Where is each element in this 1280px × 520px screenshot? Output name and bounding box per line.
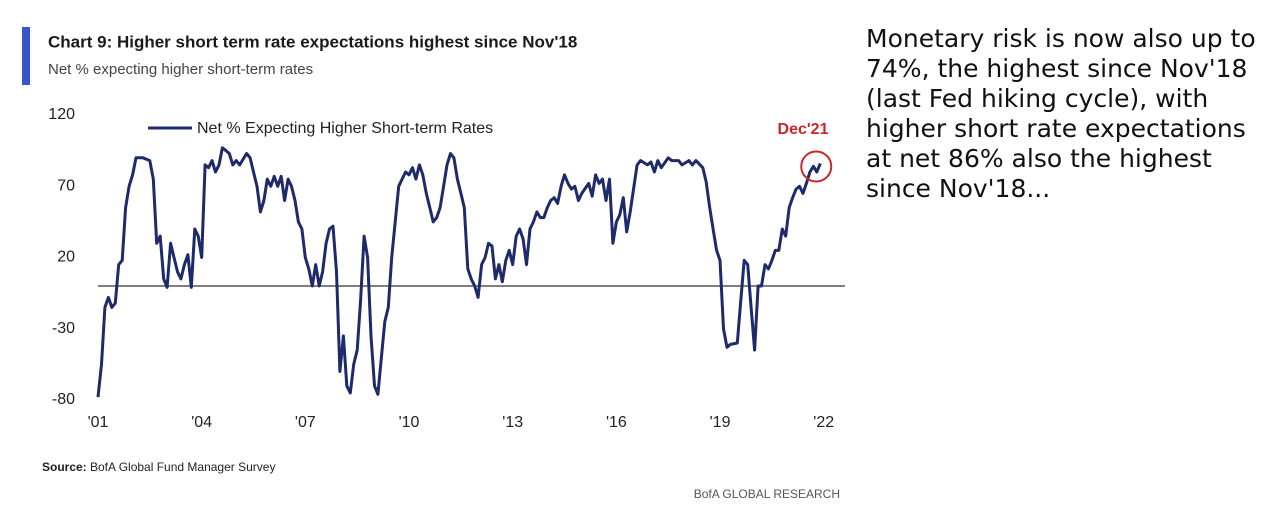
highlight-circle — [800, 150, 833, 183]
chart-subtitle: Net % expecting higher short-term rates — [48, 61, 313, 78]
y-tick-label: 20 — [57, 249, 75, 266]
footer: BofA GLOBAL RESEARCH — [694, 487, 840, 501]
commentary-line: 74%, the highest since Nov'18 — [866, 54, 1248, 83]
title-accent — [22, 27, 30, 85]
source: BofA Global Fund Manager Survey — [90, 460, 275, 474]
commentary-line: at net 86% also the highest — [866, 144, 1212, 173]
data-line — [96, 146, 822, 398]
x-tick-label: '19 — [710, 414, 731, 431]
commentary-line: higher short rate expectations — [866, 114, 1246, 143]
source-label: Source: — [42, 460, 87, 474]
y-tick-label: 70 — [57, 177, 75, 194]
y-tick-label: -80 — [52, 391, 75, 408]
y-tick-label: -30 — [52, 320, 75, 337]
x-tick-label: '13 — [502, 414, 523, 431]
x-tick-label: '07 — [295, 414, 316, 431]
x-tick-label: '01 — [88, 414, 109, 431]
legend-label: Net % Expecting Higher Short-term Rates — [197, 120, 493, 137]
x-tick-label: '22 — [813, 414, 834, 431]
commentary-line: (last Fed hiking cycle), with — [866, 84, 1209, 113]
x-tick-label: '10 — [399, 414, 420, 431]
x-tick-label: '04 — [191, 414, 212, 431]
commentary: Monetary risk is now also up to 74%, the … — [866, 24, 1256, 204]
commentary-line: since Nov'18... — [866, 174, 1051, 203]
y-tick-label: 120 — [48, 106, 75, 123]
x-tick-label: '16 — [606, 414, 627, 431]
commentary-line: Monetary risk is now also up to — [866, 24, 1256, 53]
chart: Chart 9: Higher short term rate expectat… — [22, 27, 845, 501]
chart-title: Chart 9: Higher short term rate expectat… — [48, 32, 577, 51]
annotation: Dec'21 — [778, 121, 829, 138]
